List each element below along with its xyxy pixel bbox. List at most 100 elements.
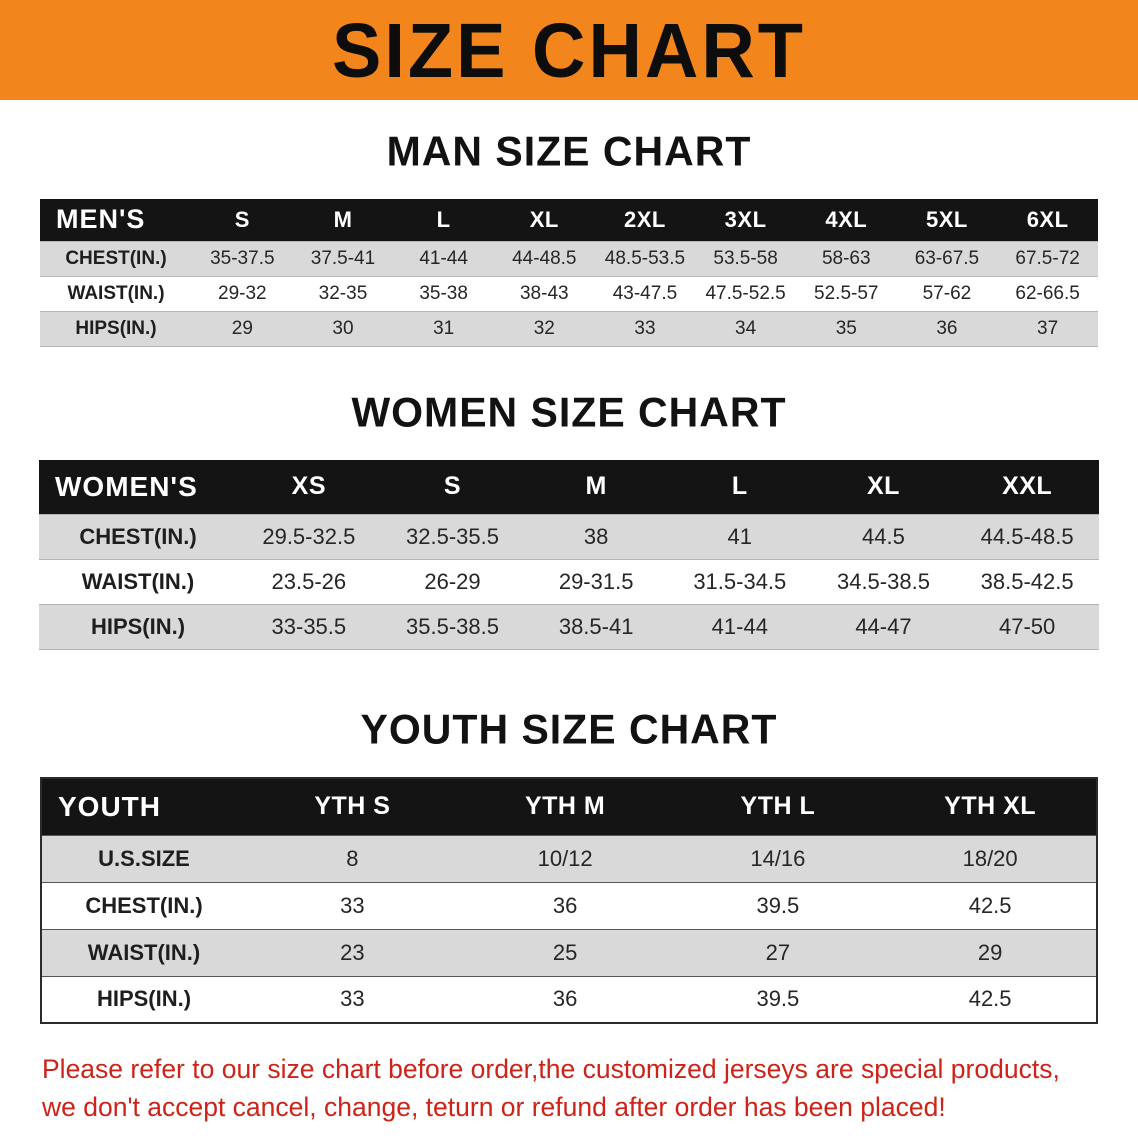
size-column-header: 3XL (695, 199, 796, 241)
banner-title: SIZE CHART (332, 6, 806, 94)
table-row: WAIST(IN.) 23 25 27 29 (41, 929, 1097, 976)
table-row: HIPS(IN.) 29 30 31 32 33 34 35 36 37 (40, 311, 1098, 346)
value-cell: 37 (1037, 317, 1059, 339)
value-cell: 58-63 (821, 247, 871, 269)
value-cell: 14/16 (750, 845, 806, 871)
row-label-cell: WAIST(IN.) (87, 939, 201, 965)
value-cell: 33-35.5 (271, 614, 347, 639)
size-column-header: XL (811, 459, 956, 515)
value-cell: 39.5 (756, 986, 800, 1012)
value-cell: 29-31.5 (558, 569, 634, 594)
value-cell: 8 (346, 845, 359, 871)
value-cell: 47-50 (999, 614, 1056, 639)
value-cell: 35-38 (419, 282, 468, 304)
row-label-cell: U.S.SIZE (98, 845, 190, 871)
size-chart-banner: SIZE CHART (0, 0, 1138, 100)
youth-size-chart-heading: YOUTH SIZE CHART (360, 705, 778, 753)
table-header-row: YOUTH YTH S YTH M YTH L YTH XL (41, 778, 1097, 835)
value-cell: 25 (552, 939, 578, 965)
size-column-header: L (667, 459, 812, 515)
youth-size-table: YOUTH YTH S YTH M YTH L YTH XL U.S.SIZE 8 10/12… (40, 777, 1098, 1024)
value-cell: 41-44 (419, 247, 468, 269)
value-cell: 57-62 (922, 282, 972, 304)
size-column-header: YTH L (671, 778, 885, 835)
size-column-header: M (524, 459, 668, 515)
table-row: U.S.SIZE 8 10/12 14/16 18/20 (41, 835, 1097, 882)
value-cell: 42.5 (968, 986, 1012, 1012)
women-size-chart-section: WOMEN SIZE CHART WOMEN'S XS S M L XL XXL CHEST(… (0, 388, 1138, 650)
size-column-header: XS (237, 459, 381, 515)
value-cell: 44-47 (855, 614, 912, 639)
row-label-cell: CHEST(IN.) (85, 892, 203, 918)
disclaimer-line-2: we don't accept cancel, change, teturn o… (42, 1092, 946, 1122)
table-row: CHEST(IN.) 29.5-32.5 32.5-35.5 38 41 44.5 44.5… (39, 514, 1099, 560)
size-column-header: M (292, 199, 394, 241)
value-cell: 32-35 (318, 282, 368, 304)
table-header-row: MEN'S S M L XL 2XL 3XL 4XL 5XL 6XL (40, 199, 1098, 241)
row-label-cell: CHEST(IN.) (79, 524, 197, 549)
value-cell: 31 (433, 317, 455, 339)
size-column-header: L (393, 199, 494, 241)
women-size-chart-heading: WOMEN SIZE CHART (351, 388, 787, 435)
value-cell: 30 (332, 317, 354, 339)
table-row: HIPS(IN.) 33 36 39.5 42.5 (41, 976, 1097, 1023)
size-charts: MAN SIZE CHART MEN'S S M L XL 2XL 3XL 4XL 5XL 6XL… (0, 128, 1138, 1024)
value-cell: 44.5-48.5 (980, 524, 1074, 549)
size-column-header: XL (493, 199, 595, 241)
value-cell: 34.5-38.5 (836, 569, 930, 594)
value-cell: 35.5-38.5 (406, 614, 499, 639)
table-corner-label: YOUTH (41, 778, 246, 835)
value-cell: 41 (727, 524, 753, 549)
table-corner-label: MEN'S (40, 199, 192, 241)
disclaimer-line-1: Please refer to our size chart before or… (42, 1054, 1060, 1084)
size-column-header: 5XL (896, 199, 998, 241)
row-label-cell: HIPS(IN.) (90, 614, 186, 639)
row-label-cell: WAIST(IN.) (67, 282, 165, 304)
value-cell: 10/12 (537, 845, 593, 871)
value-cell: 34 (735, 317, 757, 339)
value-cell: 29 (231, 317, 253, 339)
value-cell: 29 (977, 939, 1003, 965)
youth-size-chart-section: YOUTH SIZE CHART YOUTH YTH S YTH M YTH L YTH… (0, 706, 1138, 1024)
value-cell: 23.5-26 (271, 569, 347, 594)
value-cell: 31.5-34.5 (693, 569, 787, 594)
table-corner-label: WOMEN'S (39, 459, 237, 515)
value-cell: 67.5-72 (1015, 247, 1080, 269)
value-cell: 35-37.5 (210, 247, 275, 269)
value-cell: 43-47.5 (612, 282, 678, 304)
value-cell: 33 (340, 892, 365, 918)
value-cell: 39.5 (756, 892, 800, 918)
value-cell: 44.5 (862, 524, 905, 549)
value-cell: 62-66.5 (1015, 282, 1080, 304)
value-cell: 47.5-52.5 (705, 282, 786, 304)
row-label-cell: HIPS(IN.) (75, 317, 157, 339)
table-header-row: WOMEN'S XS S M L XL XXL (39, 459, 1099, 515)
value-cell: 48.5-53.5 (604, 247, 686, 269)
size-column-header: S (192, 199, 293, 241)
value-cell: 38.5-42.5 (980, 569, 1074, 594)
value-cell: 42.5 (968, 892, 1012, 918)
value-cell: 32.5-35.5 (406, 524, 499, 549)
value-cell: 37.5-41 (310, 247, 376, 269)
size-column-header: YTH XL (884, 778, 1097, 835)
men-size-table: MEN'S S M L XL 2XL 3XL 4XL 5XL 6XL CHEST(IN.) 35-37… (40, 199, 1098, 347)
value-cell: 38.5-41 (558, 614, 634, 639)
value-cell: 35 (835, 317, 857, 339)
value-cell: 53.5-58 (713, 247, 778, 269)
man-size-chart-heading: MAN SIZE CHART (386, 127, 752, 175)
table-row: WAIST(IN.) 23.5-26 26-29 29-31.5 31.5-34.5 34… (39, 559, 1099, 605)
size-column-header: XXL (955, 459, 1099, 515)
value-cell: 33 (634, 317, 656, 339)
size-column-header: 6XL (997, 199, 1098, 241)
value-cell: 63-67.5 (914, 247, 980, 269)
value-cell: 38 (583, 524, 609, 549)
value-cell: 36 (552, 892, 578, 918)
value-cell: 36 (936, 317, 958, 339)
row-label-cell: CHEST(IN.) (65, 247, 167, 269)
value-cell: 29-32 (218, 282, 267, 304)
size-column-header: 2XL (594, 199, 696, 241)
value-cell: 38-43 (519, 282, 569, 304)
table-row: HIPS(IN.) 33-35.5 35.5-38.5 38.5-41 41-44 44-… (39, 604, 1099, 650)
row-label-cell: HIPS(IN.) (96, 986, 192, 1012)
value-cell: 29.5-32.5 (262, 524, 356, 549)
